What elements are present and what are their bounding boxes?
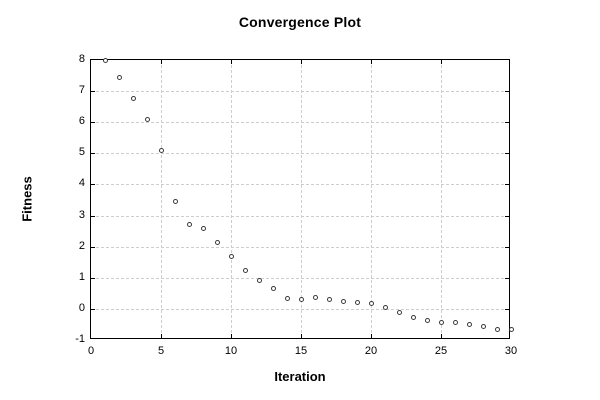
y-tick-label: 4 [78,177,85,190]
y-tick-mark [91,184,95,186]
data-point [270,286,276,292]
data-point [354,299,360,305]
chart-title: Convergence Plot [238,14,362,30]
gridline-x-5 [161,60,162,338]
data-point [438,320,444,326]
data-point [102,57,108,63]
gridline-y-2 [91,246,509,248]
data-point [480,323,486,329]
x-tick-mark [441,334,442,338]
x-tick-label: 25 [434,345,448,357]
data-point [130,96,136,102]
x-tick-mark [301,334,302,338]
data-point [452,319,458,325]
data-point [298,296,304,302]
x-tick-label: 5 [157,345,165,357]
x-tick-label: 0 [87,345,95,357]
data-point [494,326,500,332]
y-tick-mark [91,308,95,310]
x-tick-mark [231,334,232,338]
y-tick-mark [91,91,95,93]
x-tick-label: 10 [224,345,238,357]
y-tick-mark [91,277,95,279]
gridline-y-0 [91,308,509,310]
data-point [466,321,472,327]
y-tick-mark [505,308,509,310]
y-tick-mark [505,184,509,186]
gridline-y-3 [91,215,509,217]
x-tick-mark [301,60,302,64]
y-tick-label: 0 [78,301,85,314]
data-point [144,116,150,122]
y-tick-mark [505,277,509,279]
data-point [214,239,220,245]
data-point [116,74,122,80]
data-point [284,295,290,301]
x-tick-mark [371,60,372,64]
x-tick-mark [161,334,162,338]
x-tick-label: 15 [294,345,308,357]
data-point [312,295,318,301]
y-tick-mark [91,153,95,155]
data-point [410,314,416,320]
data-point [256,278,262,284]
gridline-y-1 [91,277,509,279]
x-tick-mark [231,60,232,64]
y-tick-mark [505,153,509,155]
plot-area: 0 5 10 15 20 25 30 -1 0 1 2 3 4 5 6 7 8 [75,53,517,357]
data-point [340,298,346,304]
gridline-y-6 [91,122,509,124]
y-tick-mark [505,246,509,248]
data-point [172,199,178,205]
data-point [382,304,388,310]
gridline-x-20 [371,60,372,338]
gridline-x-15 [301,60,302,338]
y-tick-mark [505,91,509,93]
x-tick-mark [371,334,372,338]
y-tick-mark [505,215,509,217]
y-tick-label: 1 [78,270,85,283]
data-point [424,317,430,323]
y-tick-mark [91,246,95,248]
y-tick-label: -1 [75,333,85,345]
data-point [396,309,402,315]
y-tick-label: 6 [78,115,85,128]
data-point [326,297,332,303]
x-tick-label: 30 [504,345,518,357]
x-tick-mark [161,60,162,64]
data-point [368,301,374,307]
data-point [186,222,192,228]
data-point [242,267,248,273]
x-tick-label: 20 [364,345,378,357]
data-point [200,225,206,231]
data-point [508,326,514,332]
y-tick-mark [505,122,509,124]
y-tick-label: 5 [78,146,85,159]
y-tick-mark [91,215,95,217]
y-tick-label: 3 [78,208,85,221]
x-tick-mark [441,60,442,64]
gridline-y-7 [91,91,509,93]
y-tick-mark [91,122,95,124]
y-tick-label: 8 [78,53,85,65]
data-point [158,147,164,153]
gridline-x-25 [441,60,442,338]
gridline-x-10 [231,60,232,338]
y-tick-label: 7 [78,84,85,97]
y-tick-label: 2 [78,239,85,252]
x-axis-label: Iteration [274,369,326,384]
gridline-y-5 [91,153,509,155]
gridline-y-4 [91,184,509,186]
data-point [228,253,234,259]
